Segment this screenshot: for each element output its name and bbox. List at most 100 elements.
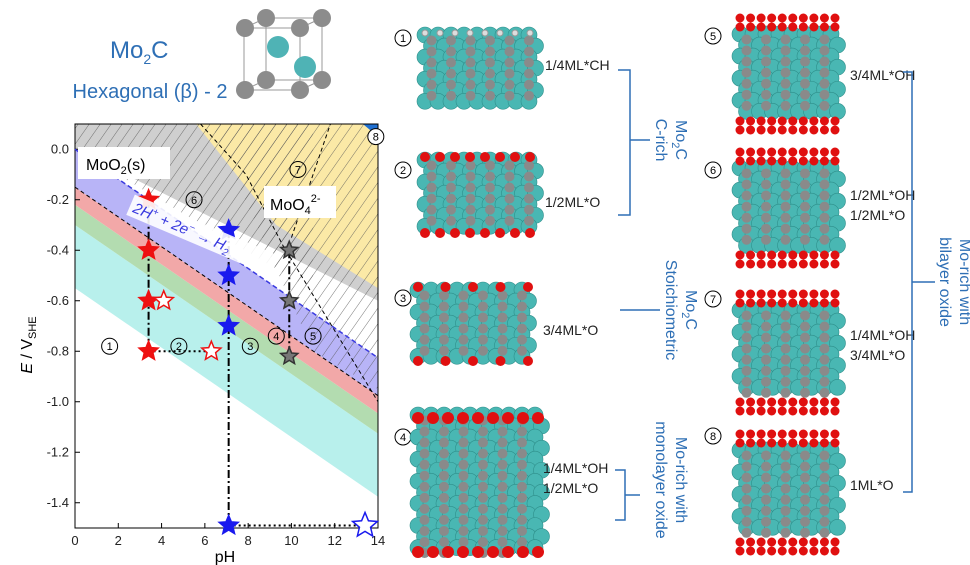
- o-atom: [809, 298, 819, 308]
- c-atom: [478, 537, 488, 548]
- c-atom: [485, 160, 495, 171]
- y-tick-label: -1.0: [47, 394, 69, 409]
- c-atom: [800, 212, 810, 223]
- c-atom: [439, 492, 449, 503]
- o-atom: [788, 116, 798, 126]
- y-tick-label: -0.6: [47, 293, 69, 308]
- c-atom: [819, 516, 830, 527]
- c-rich-label-2: C-rich: [652, 119, 669, 162]
- o-atom: [788, 259, 798, 269]
- o-atom: [798, 116, 808, 126]
- c-atom: [497, 334, 508, 345]
- c-atom: [800, 527, 810, 538]
- c-atom: [761, 376, 771, 387]
- structure-model: [731, 13, 846, 135]
- h-atom: [451, 29, 459, 37]
- o-atom: [746, 13, 756, 23]
- o-atom: [798, 147, 808, 157]
- c-atom: [458, 503, 469, 514]
- c-atom: [439, 459, 449, 470]
- c-atom: [465, 160, 476, 171]
- y-tick-label: -1.2: [47, 444, 69, 459]
- x-tick-label: 6: [201, 533, 208, 548]
- o-atom: [735, 298, 745, 308]
- c-atom: [504, 215, 515, 226]
- h-atom: [496, 29, 504, 37]
- c-atom: [485, 57, 495, 68]
- c-atom: [819, 310, 830, 321]
- h2-evolution-line: [74, 148, 379, 359]
- structure-number-circle: [704, 290, 722, 308]
- o-atom: [413, 356, 423, 366]
- structure-number-circle: [704, 427, 722, 445]
- o-atom: [468, 282, 478, 292]
- c-atom: [819, 67, 830, 78]
- y-tick-label: 0.0: [51, 141, 69, 156]
- c-atom: [761, 472, 771, 483]
- o-atom: [435, 228, 445, 238]
- blue-star-marker: [217, 263, 241, 286]
- o-atom: [457, 546, 469, 558]
- o-atom: [502, 412, 514, 424]
- c-atom: [439, 301, 449, 312]
- c-atom: [741, 332, 752, 343]
- o-atom: [777, 438, 787, 448]
- o-atom: [420, 152, 430, 162]
- c-atom: [446, 160, 456, 171]
- c-atom: [458, 426, 469, 437]
- c-atom: [800, 34, 810, 45]
- region-number-3: 3: [241, 337, 259, 355]
- c-atom: [819, 332, 830, 343]
- c-atom: [426, 79, 437, 90]
- region-number-circle: [304, 327, 322, 345]
- o-atom: [788, 156, 798, 166]
- region-number-circle: [289, 160, 307, 178]
- c-atom: [819, 212, 830, 223]
- c-atom: [741, 343, 752, 354]
- o-atom: [767, 438, 777, 448]
- region-number-circle: [267, 327, 285, 345]
- o-atom: [756, 13, 766, 23]
- c-atom: [761, 34, 771, 45]
- c-atom: [446, 35, 456, 46]
- c-atom: [426, 90, 437, 101]
- o-atom: [830, 546, 840, 556]
- c-atom: [517, 334, 527, 345]
- o-atom: [440, 282, 451, 292]
- c-atom: [478, 345, 488, 356]
- stoich-label-2: Stoichiometric: [662, 260, 679, 360]
- c-atom: [800, 89, 810, 100]
- region-8-blue: [362, 124, 378, 137]
- c-atom: [761, 201, 771, 212]
- o-atom: [767, 537, 777, 547]
- o-atom: [788, 125, 798, 135]
- c-atom: [517, 290, 527, 301]
- c-atom: [800, 505, 810, 516]
- c-atom: [465, 90, 476, 101]
- o-atom: [830, 438, 840, 448]
- o-atom: [777, 406, 787, 416]
- c-atom: [419, 525, 430, 536]
- c-atom: [439, 525, 449, 536]
- c-atom: [780, 387, 791, 398]
- o-atom: [830, 250, 840, 260]
- c-atom: [465, 68, 476, 79]
- c-atom: [780, 472, 791, 483]
- c-atom: [761, 212, 771, 223]
- o-atom: [777, 125, 787, 135]
- c-atom: [741, 461, 752, 472]
- compound-title: Mo2C: [110, 37, 168, 67]
- structure-8: 8 1ML*O: [704, 427, 894, 556]
- c-atom: [819, 494, 830, 505]
- c-atom: [458, 537, 469, 548]
- x-axis-label: pH: [215, 549, 235, 565]
- mo-atom: [829, 519, 846, 536]
- c-atom: [819, 472, 830, 483]
- o-atom: [777, 22, 787, 32]
- c-atom: [504, 46, 515, 57]
- c-atom: [819, 483, 830, 494]
- c-atom: [497, 459, 508, 470]
- c-atom: [504, 171, 515, 182]
- o-atom: [767, 546, 777, 556]
- o-atom: [465, 228, 475, 238]
